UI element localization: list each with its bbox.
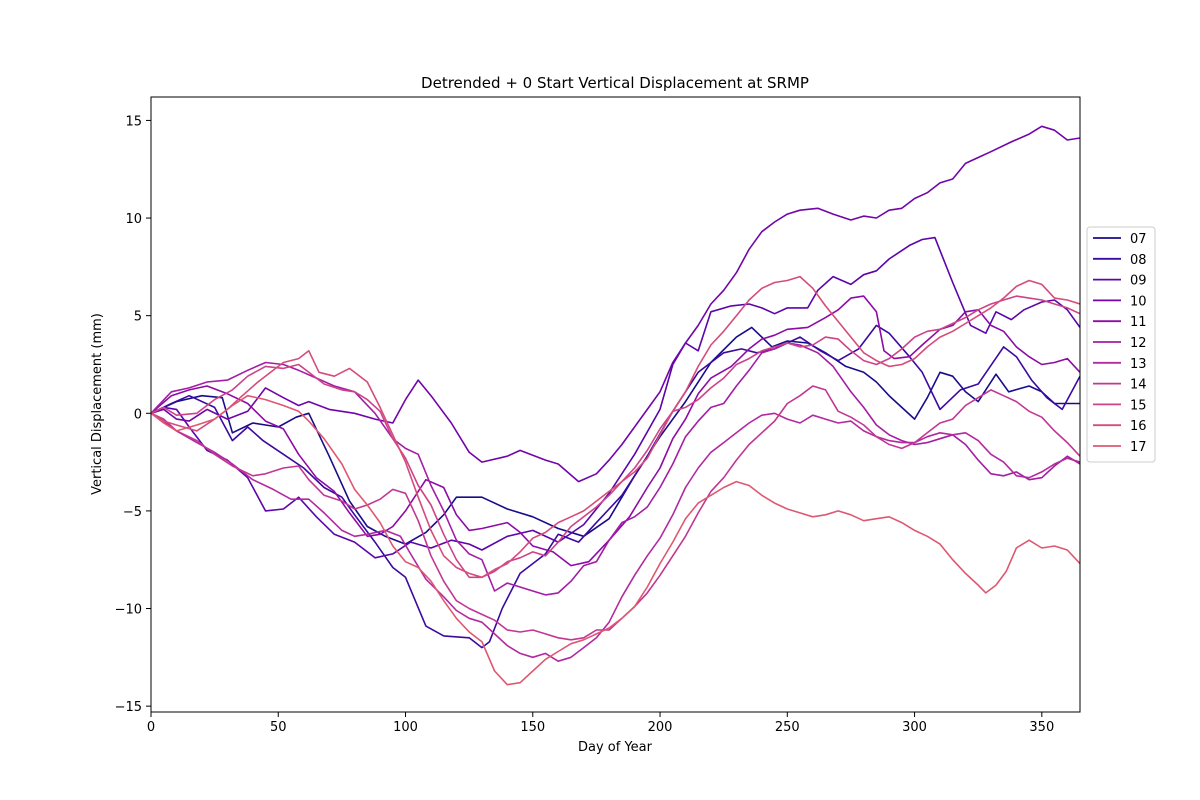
x-tick-label: 150 [520,720,545,735]
y-tick-label: 15 [125,114,142,129]
y-tick-label: 0 [134,407,142,422]
y-axis-label: Vertical Displacement (mm) [90,313,105,495]
series-line-07 [151,326,1080,545]
series-line-10 [151,125,1080,483]
legend-label: 10 [1130,294,1147,309]
series-line-15 [151,295,1080,579]
legend-label: 11 [1130,315,1147,330]
x-tick-label: 50 [270,720,287,735]
plot-frame [150,96,1081,713]
series-line-13 [151,412,1080,662]
y-tick-label: 10 [125,212,142,227]
x-tick-label: 100 [393,720,418,735]
x-axis-label: Day of Year [578,740,653,755]
x-tick-label: 250 [775,720,800,735]
legend-label: 12 [1130,336,1147,351]
legend-label: 09 [1130,274,1147,289]
legend-frame [1086,226,1156,463]
series-layer [151,125,1080,686]
legend-label: 17 [1130,440,1147,455]
series-line-16 [151,275,1080,579]
legend-label: 16 [1130,419,1147,434]
legend-label: 13 [1130,357,1147,372]
legend-label: 08 [1130,253,1147,268]
series-line-17 [151,394,1080,686]
x-tick-label: 0 [147,720,155,735]
series-line-08 [151,324,1080,649]
y-tick-label: 5 [134,310,142,325]
legend-label: 14 [1130,378,1147,393]
legend-items: 07 08 09 10 11 12 13 14 15 16 17 [1093,232,1147,455]
y-tick-label: −5 [123,505,142,520]
x-tick-label: 300 [902,720,927,735]
legend: 07 08 09 10 11 12 13 14 15 16 17 [1086,226,1156,463]
legend-label: 07 [1130,232,1147,247]
y-tick-label: −10 [115,603,142,618]
legend-label: 15 [1130,398,1147,413]
x-tick-label: 200 [648,720,673,735]
chart-title: Detrended + 0 Start Vertical Displacemen… [421,74,809,92]
series-line-11 [151,295,1080,567]
x-axis: 0 50 100 150 200 250 300 350 [147,712,1054,735]
y-axis: −15 −10 −5 0 5 10 15 [115,114,151,715]
plot-area [150,96,1081,713]
y-tick-label: −15 [115,700,142,715]
x-tick-label: 350 [1029,720,1054,735]
